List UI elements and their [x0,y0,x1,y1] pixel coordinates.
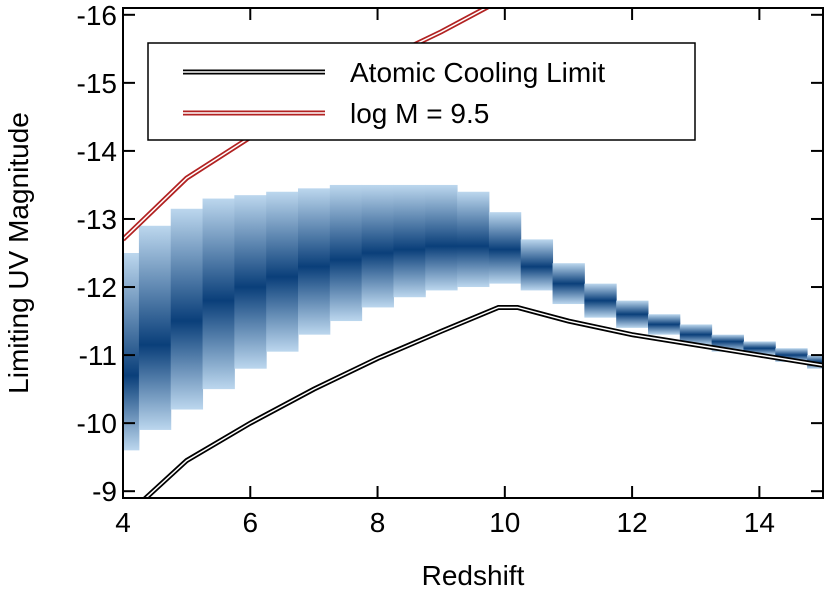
band-segment [616,300,649,328]
y-tick-label: -13 [77,204,117,235]
band-segment [361,184,394,308]
legend-label: Atomic Cooling Limit [350,57,605,88]
x-tick-label: 10 [489,507,520,538]
band-segment [425,184,458,291]
x-tick-label: 14 [744,507,775,538]
band-segment [520,239,554,291]
legend-label: log M = 9.5 [350,98,489,129]
x-tick-label: 6 [242,507,258,538]
x-axis-label: Redshift [422,560,525,591]
x-tick-label: 4 [115,507,131,538]
band-segment [123,253,140,451]
plot-area [123,8,823,498]
y-tick-label: -10 [77,408,117,439]
x-tick-label: 12 [617,507,648,538]
x-tick-label: 8 [370,507,386,538]
band-segment [170,208,204,410]
ticks: 4 6 8 10 12 14 -9 -10 -11 -12 -13 -14 -15 -16 [77,0,823,538]
band-segment [329,184,363,322]
band-segment [138,225,172,430]
band-segment [488,212,522,284]
band-segment [234,195,267,369]
y-tick-label: -14 [77,136,117,167]
series-line-inner [144,306,823,498]
band-segment [552,263,585,305]
y-tick-label: -11 [79,340,117,371]
legend: Atomic Cooling Limit log M = 9.5 [147,42,696,141]
y-tick-label: -12 [77,272,117,303]
band-segment [266,191,299,352]
band-segment [202,198,235,390]
band-segment [648,314,681,335]
band-segment [393,184,426,298]
legend-box [147,42,696,141]
band-segment [584,283,617,318]
plot-frame [122,7,824,499]
y-tick-label: -9 [92,476,117,507]
y-tick-label: -15 [77,68,117,99]
y-axis-label: Limiting UV Magnitude [3,112,34,394]
y-tick-label: -16 [77,0,117,31]
band-segment [298,188,331,335]
band-segment [679,324,713,345]
band-segment [457,191,490,288]
